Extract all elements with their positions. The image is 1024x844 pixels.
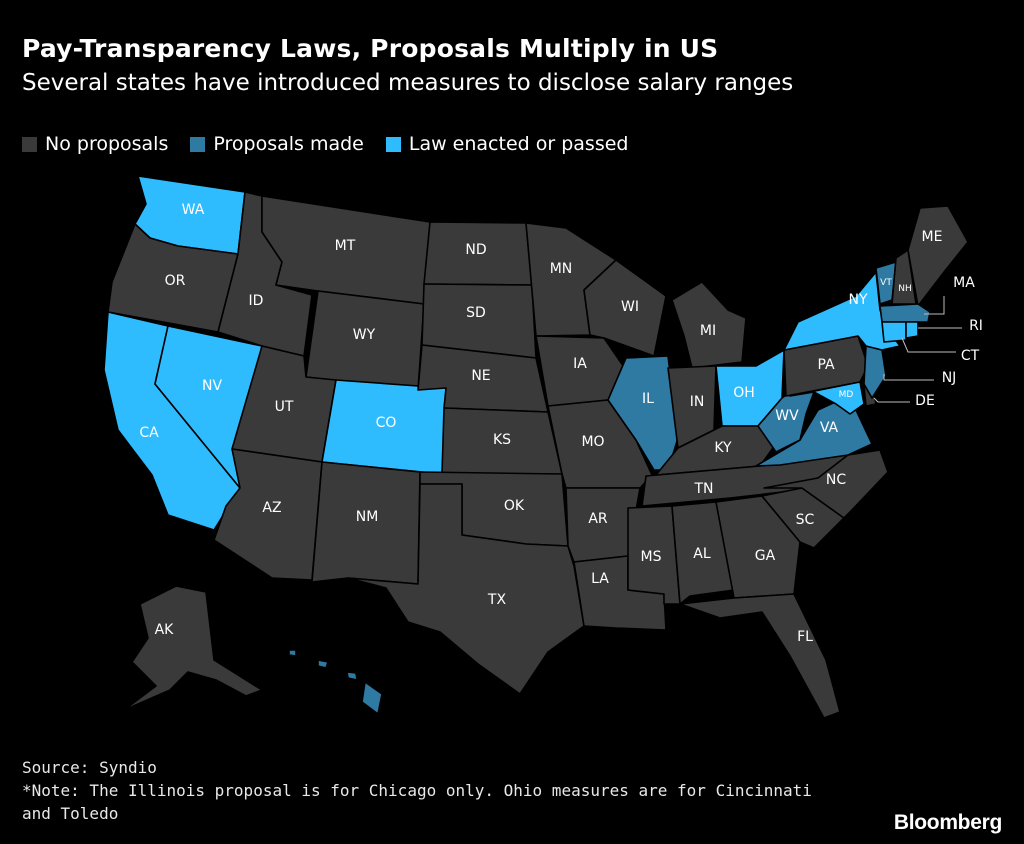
state-ma[interactable] xyxy=(879,303,931,323)
label-me: ME xyxy=(922,229,943,245)
label-id: ID xyxy=(249,293,264,309)
state-hi-kauai[interactable] xyxy=(288,649,297,657)
label-il: IL xyxy=(642,391,654,407)
label-mn: MN xyxy=(550,261,573,277)
legend-label-proposals-made: Proposals made xyxy=(213,133,364,155)
legend-swatch-no-proposals xyxy=(22,136,37,152)
state-tx[interactable] xyxy=(347,483,585,695)
state-hi[interactable] xyxy=(361,681,383,715)
label-wi: WI xyxy=(621,299,639,315)
label-ut: UT xyxy=(275,399,294,415)
legend-swatch-law-enacted xyxy=(385,136,401,152)
label-ks: KS xyxy=(493,432,511,448)
state-me[interactable] xyxy=(907,205,969,307)
label-fl: FL xyxy=(797,629,813,645)
label-nh: NH xyxy=(898,284,912,294)
label-nv: NV xyxy=(202,378,222,394)
state-fl[interactable] xyxy=(679,593,841,719)
label-sc: SC xyxy=(796,512,815,528)
label-ms: MS xyxy=(641,549,662,565)
leader-nj xyxy=(883,374,934,381)
label-ak: AK xyxy=(155,622,175,638)
label-mt: MT xyxy=(335,238,356,254)
state-ny[interactable] xyxy=(783,271,901,351)
state-nc[interactable] xyxy=(763,449,889,519)
label-pa: PA xyxy=(817,357,835,373)
state-hi-maui[interactable] xyxy=(346,671,358,681)
state-md[interactable] xyxy=(789,381,865,415)
state-nj[interactable] xyxy=(863,345,887,399)
label-ct: CT xyxy=(961,348,980,364)
footnote: *Note: The Illinois proposal is for Chic… xyxy=(22,781,812,823)
label-tx: TX xyxy=(487,592,507,608)
chart-subtitle: Several states have introduced measures … xyxy=(22,70,794,96)
label-sd: SD xyxy=(466,305,486,321)
label-nm: NM xyxy=(356,509,379,525)
label-ky: KY xyxy=(714,440,732,456)
state-hi-oahu[interactable] xyxy=(317,659,329,669)
label-la: LA xyxy=(591,571,609,587)
legend-item-no-proposals: No proposals xyxy=(22,133,168,155)
state-al[interactable] xyxy=(671,501,735,605)
state-ri[interactable] xyxy=(905,321,919,339)
label-ri: RI xyxy=(969,318,983,334)
state-mi[interactable] xyxy=(671,281,747,369)
label-de: DE xyxy=(915,393,935,409)
legend-label-no-proposals: No proposals xyxy=(45,133,169,155)
label-ok: OK xyxy=(504,498,525,514)
label-ga: GA xyxy=(755,548,776,564)
callout-lines xyxy=(873,296,962,403)
label-va: VA xyxy=(820,420,839,436)
label-or: OR xyxy=(165,273,186,289)
label-wa: WA xyxy=(182,202,205,218)
chart-title: Pay-Transparency Laws, Proposals Multipl… xyxy=(22,34,719,63)
label-ny: NY xyxy=(848,292,867,308)
label-nc: NC xyxy=(826,472,846,488)
label-co: CO xyxy=(376,415,397,431)
label-ia: IA xyxy=(573,356,587,372)
leader-ma xyxy=(924,296,945,315)
label-az: AZ xyxy=(262,500,281,516)
label-oh: OH xyxy=(733,385,755,401)
label-nj: NJ xyxy=(942,370,957,386)
label-mi: MI xyxy=(700,323,716,339)
state-ak[interactable] xyxy=(123,585,263,711)
label-nd: ND xyxy=(465,242,486,258)
label-vt: VT xyxy=(880,278,892,288)
state-wv[interactable] xyxy=(757,387,815,453)
label-al: AL xyxy=(693,546,711,562)
state-ga[interactable] xyxy=(715,495,801,599)
legend-swatch-proposals-made xyxy=(190,136,206,152)
state-sc[interactable] xyxy=(761,487,845,549)
state-ct[interactable] xyxy=(881,321,907,343)
label-in: IN xyxy=(690,394,705,410)
label-wy: WY xyxy=(353,327,376,343)
leader-ct xyxy=(901,337,956,353)
legend-item-proposals-made: Proposals made xyxy=(190,133,364,155)
label-wv: WV xyxy=(775,408,799,424)
bloomberg-logo: Bloomberg xyxy=(893,811,1002,834)
label-ar: AR xyxy=(588,511,608,527)
label-ma: MA xyxy=(953,275,975,291)
legend-item-law-enacted: Law enacted or passed xyxy=(385,133,629,155)
label-md: MD xyxy=(839,390,854,400)
label-ca: CA xyxy=(139,425,159,441)
leader-de xyxy=(873,397,910,403)
label-ne: NE xyxy=(471,368,490,384)
source-note: Source: Syndio xyxy=(22,758,157,777)
label-tn: TN xyxy=(693,481,713,497)
legend: No proposals Proposals made Law enacted … xyxy=(22,133,650,155)
legend-label-law-enacted: Law enacted or passed xyxy=(408,133,629,155)
label-mo: MO xyxy=(581,434,604,450)
footer-notes: Source: Syndio *Note: The Illinois propo… xyxy=(22,756,842,825)
